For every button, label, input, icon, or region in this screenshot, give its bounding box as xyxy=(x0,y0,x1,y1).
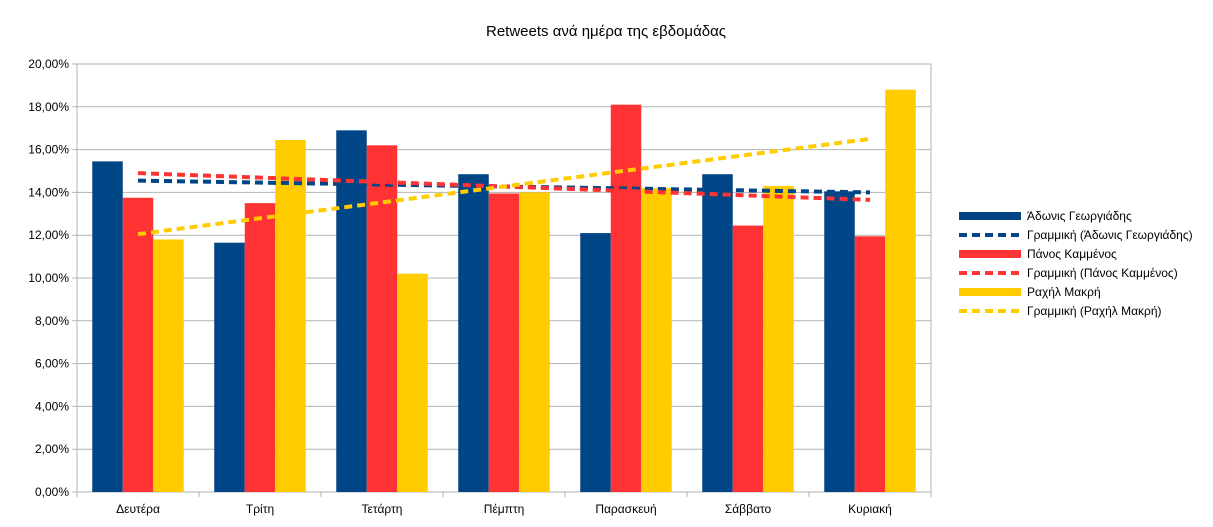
chart-title: Retweets ανά ημέρα της εβδομάδας xyxy=(486,23,726,40)
x-tick-label: Πέμπτη xyxy=(484,502,525,516)
bar xyxy=(519,192,550,492)
legend-label: Πάνος Καμμένος xyxy=(1027,247,1117,261)
axes: 0,00% 2,00% 4,00% 6,00% 8,00% 10,00% 12,00% 14,… xyxy=(28,57,892,516)
y-tick-label: 10,00% xyxy=(28,271,69,285)
y-tick-label: 20,00% xyxy=(28,57,69,71)
bar xyxy=(580,233,611,492)
y-tick-label: 18,00% xyxy=(28,100,69,114)
legend-label: Ραχήλ Μακρή xyxy=(1027,285,1101,299)
y-tick-label: 6,00% xyxy=(35,357,69,371)
bar xyxy=(366,145,398,492)
x-tick-label: Σάββατο xyxy=(725,502,772,516)
bar xyxy=(214,242,245,492)
y-tick-label: 8,00% xyxy=(35,314,69,328)
legend-swatch xyxy=(959,288,1021,296)
legend-swatch xyxy=(959,250,1021,258)
x-tick-label: Κυριακή xyxy=(848,502,892,516)
x-tick-label: Τρίτη xyxy=(246,502,274,516)
y-tick-label: 4,00% xyxy=(35,399,69,413)
legend-swatch xyxy=(959,212,1021,220)
y-tick-label: 0,00% xyxy=(35,485,69,499)
bar xyxy=(397,273,428,492)
x-tick-label: Τετάρτη xyxy=(362,502,403,516)
legend-label: Γραμμική (Πάνος Καμμένος) xyxy=(1027,266,1178,280)
bar xyxy=(122,197,154,492)
bar xyxy=(885,89,916,493)
x-tick-label: Παρασκευή xyxy=(595,502,656,516)
bar xyxy=(702,174,733,492)
bar xyxy=(763,185,794,493)
trend-line xyxy=(137,136,871,237)
legend-label: Γραμμική (Άδωνις Γεωργιάδης) xyxy=(1027,228,1193,242)
bar xyxy=(824,191,855,492)
y-tick-label: 14,00% xyxy=(28,185,69,199)
bar xyxy=(488,193,520,492)
bar xyxy=(153,239,184,492)
bar xyxy=(92,161,123,492)
bar xyxy=(641,188,672,492)
bar xyxy=(854,236,886,492)
legend-label: Άδωνις Γεωργιάδης xyxy=(1027,209,1132,223)
bar xyxy=(244,203,276,492)
y-tick-label: 12,00% xyxy=(28,228,69,242)
y-tick-label: 2,00% xyxy=(35,442,69,456)
x-tick-label: Δευτέρα xyxy=(116,502,160,516)
bar xyxy=(458,174,489,492)
bar xyxy=(336,130,367,492)
y-tick-label: 16,00% xyxy=(28,143,69,157)
bars xyxy=(92,89,916,493)
trend-lines xyxy=(137,136,871,237)
bar xyxy=(732,225,764,492)
legend: Άδωνις Γεωργιάδης Γραμμική (Άδωνις Γεωργι… xyxy=(959,209,1193,318)
bar xyxy=(610,104,642,492)
bar xyxy=(275,139,306,492)
legend-label: Γραμμική (Ραχήλ Μακρή) xyxy=(1027,304,1162,318)
